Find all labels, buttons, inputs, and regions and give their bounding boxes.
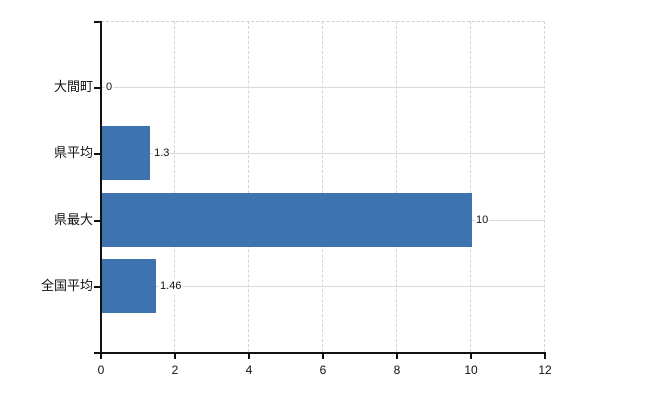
x-axis-tick: [248, 354, 250, 359]
y-axis-tick: [94, 21, 100, 23]
y-axis-tick: [94, 153, 100, 155]
x-tick-label: 0: [97, 363, 105, 377]
x-axis-tick: [174, 354, 176, 359]
bar: [102, 126, 150, 180]
x-axis-line: [100, 352, 546, 354]
x-axis-tick: [544, 354, 546, 359]
x-axis-tick: [322, 354, 324, 359]
x-gridline: [396, 21, 397, 352]
value-label: 0: [105, 80, 114, 94]
x-axis-tick: [100, 354, 102, 359]
x-gridline: [544, 21, 545, 352]
category-label: 大間町: [53, 79, 93, 94]
x-gridline: [174, 21, 175, 352]
value-label: 1.3: [153, 146, 171, 160]
y-axis-tick: [94, 220, 100, 222]
x-gridline: [248, 21, 249, 352]
y-gridline: [101, 153, 545, 154]
value-label: 1.46: [159, 279, 183, 293]
x-tick-label: 4: [245, 363, 253, 377]
y-gridline: [101, 87, 545, 88]
plot-top-border: [101, 21, 545, 22]
y-gridline: [101, 286, 545, 287]
bar: [102, 193, 472, 247]
category-label: 全国平均: [40, 278, 93, 293]
x-gridline: [322, 21, 323, 352]
y-axis-line: [100, 21, 102, 353]
x-tick-label: 12: [538, 363, 552, 377]
value-label: 10: [475, 213, 490, 227]
bar: [102, 259, 156, 313]
x-tick-label: 8: [393, 363, 401, 377]
x-tick-label: 6: [319, 363, 327, 377]
category-label: 県最大: [53, 212, 93, 227]
x-tick-label: 10: [464, 363, 478, 377]
x-axis-tick: [470, 354, 472, 359]
x-axis-tick: [396, 354, 398, 359]
x-tick-label: 2: [171, 363, 179, 377]
y-axis-tick: [94, 352, 100, 354]
x-gridline: [470, 21, 471, 352]
y-axis-tick: [94, 286, 100, 288]
y-axis-tick: [94, 87, 100, 89]
category-label: 県平均: [53, 145, 93, 160]
